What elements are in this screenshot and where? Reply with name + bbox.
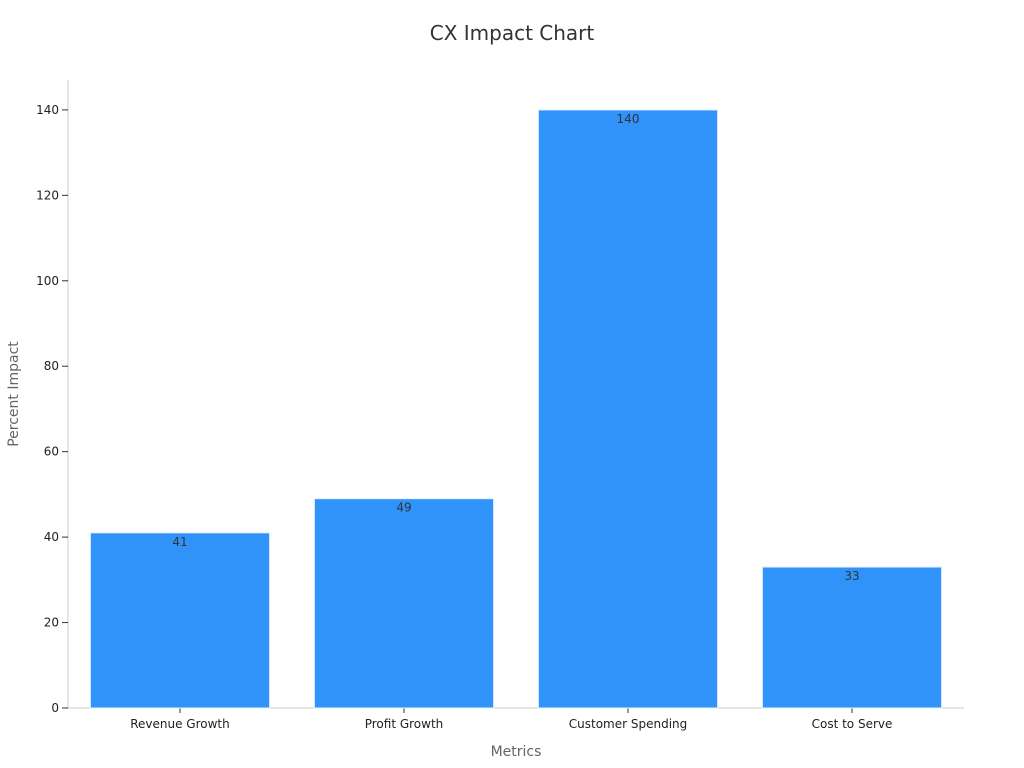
bar-value-label: 49	[396, 501, 411, 515]
y-tick-label: 140	[36, 103, 59, 117]
bar-value-label: 33	[844, 569, 859, 583]
bar-value-label: 140	[617, 112, 640, 126]
bars	[89, 109, 943, 709]
bar	[537, 109, 719, 709]
x-tick-label: Profit Growth	[365, 717, 444, 731]
bar	[313, 498, 495, 709]
bar	[761, 566, 943, 709]
data-labels: 41 49 140 33	[172, 112, 859, 583]
y-tick-label: 120	[36, 188, 59, 202]
y-tick-label: 20	[44, 616, 59, 630]
x-axis: Revenue Growth Profit Growth Customer Spen…	[68, 707, 964, 731]
bar-value-label: 41	[172, 535, 187, 549]
x-tick-label: Customer Spending	[569, 717, 688, 731]
x-tick-label: Revenue Growth	[130, 717, 230, 731]
y-axis: 0 20 40 60 80 100 120 140	[36, 80, 69, 715]
y-tick-label: 80	[44, 359, 59, 373]
bar	[89, 532, 271, 709]
x-tick-label: Cost to Serve	[812, 717, 893, 731]
y-tick-label: 0	[51, 701, 59, 715]
y-tick-label: 60	[44, 445, 59, 459]
y-tick-label: 40	[44, 530, 59, 544]
x-axis-label: Metrics	[491, 744, 542, 760]
chart-title: CX Impact Chart	[430, 21, 595, 45]
y-tick-label: 100	[36, 274, 59, 288]
y-axis-label: Percent Impact	[6, 341, 22, 447]
